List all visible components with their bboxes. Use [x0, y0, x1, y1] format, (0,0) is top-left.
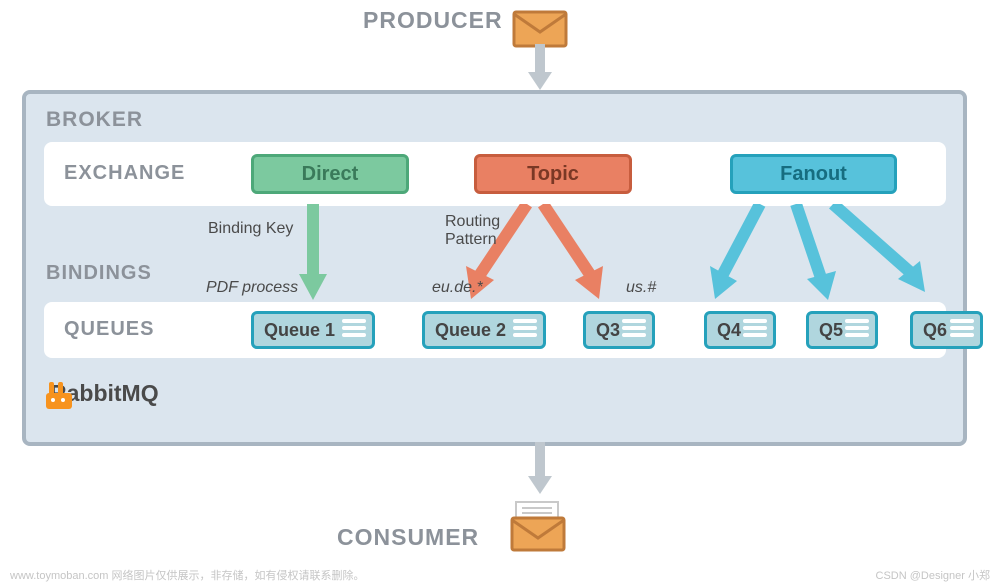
- arrow-broker-to-consumer-icon: [520, 442, 560, 502]
- exchange-topic: Topic: [474, 154, 632, 194]
- queue-label: Q4: [717, 320, 741, 341]
- queues-row: QUEUES Queue 1 Queue 2 Q3 Q4 Q5 Q6: [44, 302, 946, 358]
- bindings-label: BINDINGS: [46, 262, 152, 285]
- queue-label: Q6: [923, 320, 947, 341]
- queue-lines-icon: [743, 319, 767, 341]
- queue-4: Q4: [704, 311, 776, 349]
- exchange-row: EXCHANGE Direct Topic Fanout: [44, 142, 946, 206]
- rabbitmq-logo: RabbitMQ: [44, 380, 159, 407]
- binding-key-topic-right: us.#: [626, 279, 656, 297]
- broker-box: BROKER EXCHANGE Direct Topic Fanout BIND…: [22, 90, 967, 446]
- queue-lines-icon: [342, 319, 366, 341]
- broker-label: BROKER: [46, 108, 143, 132]
- queue-1: Queue 1: [251, 311, 375, 349]
- queue-label: Q5: [819, 320, 843, 341]
- producer-label: PRODUCER: [363, 7, 503, 34]
- exchange-fanout-label: Fanout: [780, 163, 847, 186]
- consumer-label: CONSUMER: [337, 524, 479, 551]
- routing-pattern-label: RoutingPattern: [445, 213, 500, 249]
- binding-key-label: Binding Key: [208, 220, 293, 238]
- exchange-direct-label: Direct: [302, 163, 359, 186]
- exchange-row-label: EXCHANGE: [64, 162, 185, 185]
- queue-label: Queue 1: [264, 320, 335, 341]
- footer-right: CSDN @Designer 小郑: [876, 567, 990, 583]
- envelope-consumer-icon: [508, 498, 572, 554]
- queue-label: Q3: [596, 320, 620, 341]
- queue-lines-icon: [845, 319, 869, 341]
- queue-label: Queue 2: [435, 320, 506, 341]
- queue-lines-icon: [622, 319, 646, 341]
- binding-key-direct: PDF process: [206, 279, 298, 297]
- exchange-fanout: Fanout: [730, 154, 897, 194]
- binding-key-topic-left: eu.de.*: [432, 279, 483, 297]
- queue-6: Q6: [910, 311, 983, 349]
- queue-2: Queue 2: [422, 311, 546, 349]
- queue-5: Q5: [806, 311, 878, 349]
- queues-row-label: QUEUES: [64, 318, 154, 341]
- queue-lines-icon: [950, 319, 974, 341]
- exchange-direct: Direct: [251, 154, 409, 194]
- rabbitmq-logo-text: RabbitMQ: [50, 380, 159, 407]
- queue-lines-icon: [513, 319, 537, 341]
- footer-left: www.toymoban.com 网络图片仅供展示，非存储，如有侵权请联系删除。: [10, 567, 364, 583]
- rabbitmq-diagram: PRODUCER BROKER EXCHANGE Direct Topic Fa…: [0, 0, 1000, 587]
- envelope-producer-icon: [510, 6, 570, 50]
- queue-3: Q3: [583, 311, 655, 349]
- exchange-topic-label: Topic: [527, 163, 579, 186]
